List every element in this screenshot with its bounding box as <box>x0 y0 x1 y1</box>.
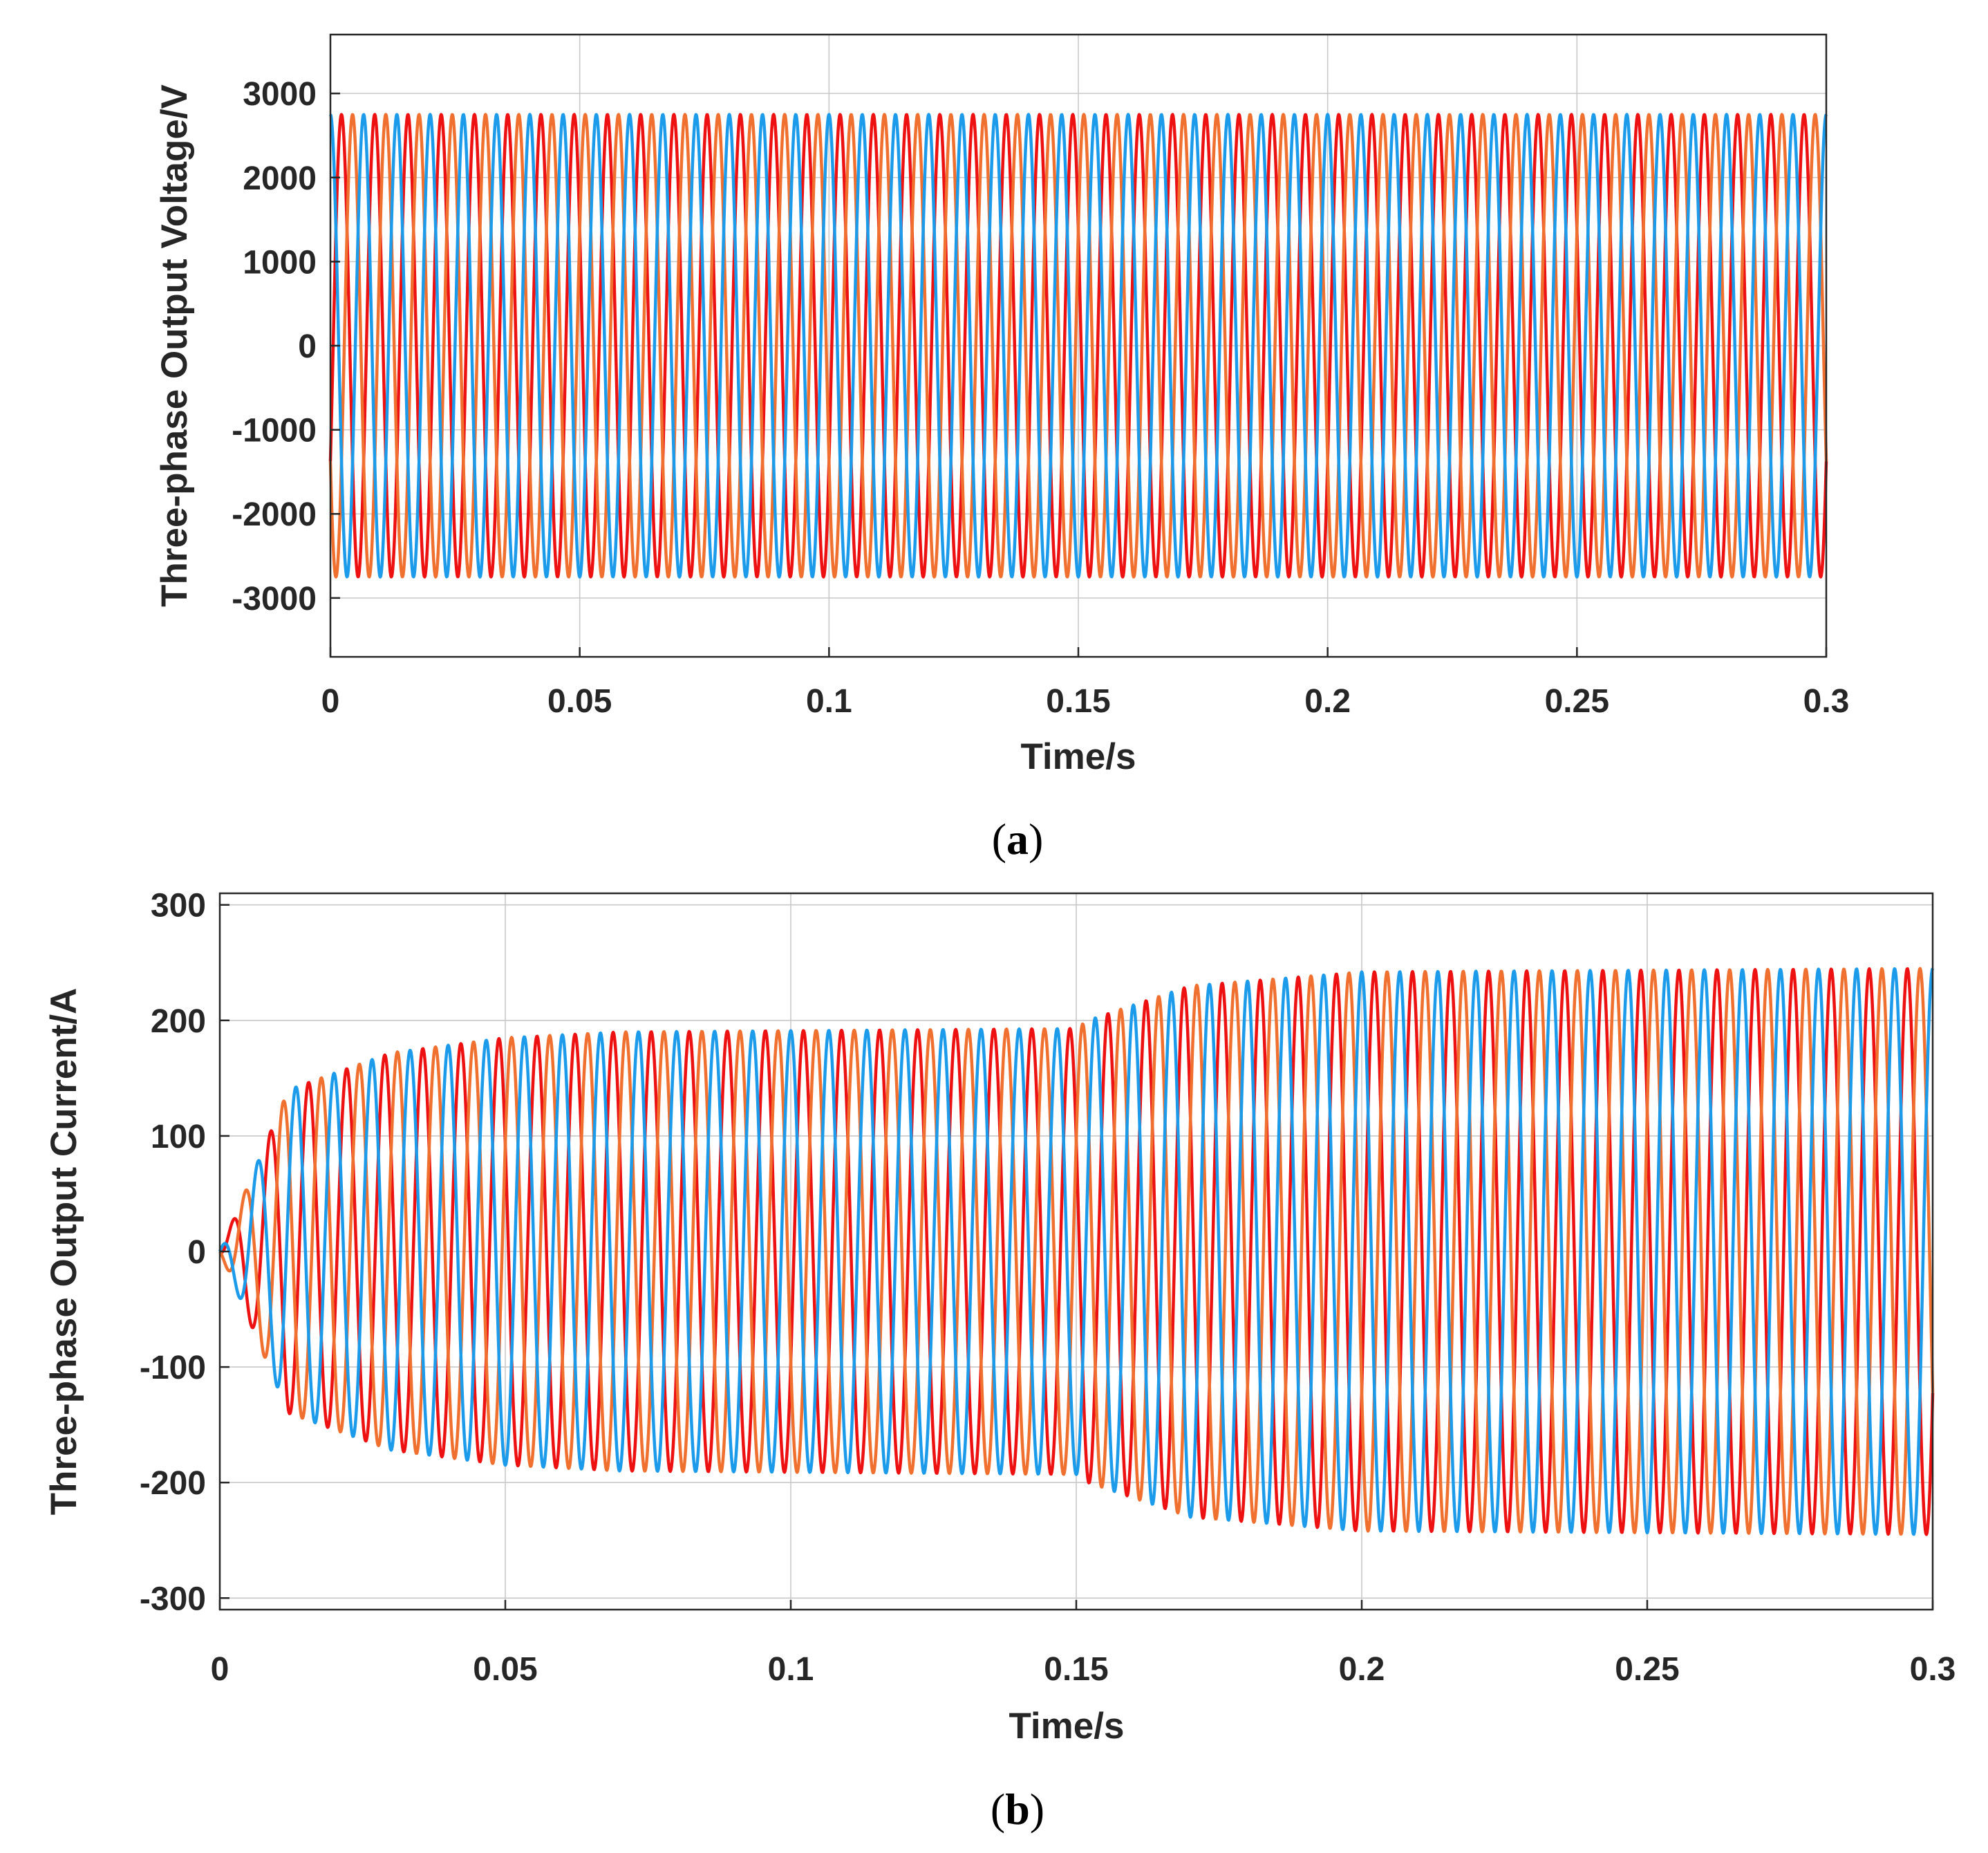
caption-letter-b: b <box>1005 1785 1030 1834</box>
series-line-b-3 <box>218 967 1935 1536</box>
y-axis-label-b: Three-phase Output Current/A <box>44 988 84 1516</box>
x-tick-label-b: 0.1 <box>768 1651 814 1688</box>
ticks-b: 0 0.05 0.1 0.15 0.2 0.25 0.3 -300 -200 -100 0 100 20… <box>140 888 1956 1688</box>
y-tick-label-a: -1000 <box>232 413 317 449</box>
y-tick-label-b: 300 <box>151 888 206 924</box>
x-tick-label-b: 0.15 <box>1044 1651 1108 1688</box>
caption-paren-close-b: ) <box>1030 1785 1044 1834</box>
x-tick-label-a: 0.2 <box>1304 683 1351 720</box>
y-tick-label-b: 0 <box>187 1234 206 1271</box>
grid-a <box>330 35 1827 657</box>
caption-paren-open-b: ( <box>991 1785 1005 1834</box>
panel-b-current-chart: 0 0.05 0.1 0.15 0.2 0.25 0.3 -300 -200 -100 0 100 20… <box>44 888 1956 1834</box>
caption-b: (b) <box>991 1785 1044 1834</box>
caption-letter-a: a <box>1006 814 1029 864</box>
y-tick-label-a: 3000 <box>243 76 317 113</box>
y-tick-label-a: -2000 <box>232 496 317 533</box>
series-line-a-2 <box>328 113 1828 579</box>
x-tick-label-b: 0.2 <box>1339 1651 1385 1688</box>
caption-a: (a) <box>992 814 1044 864</box>
x-tick-label-b: 0.05 <box>473 1651 537 1688</box>
caption-paren-open-a: ( <box>992 814 1006 864</box>
x-axis-label-b: Time/s <box>1009 1706 1125 1747</box>
y-tick-label-a: 2000 <box>243 160 317 197</box>
y-tick-label-b: -300 <box>140 1581 206 1617</box>
x-tick-label-a: 0 <box>321 683 340 720</box>
y-tick-label-b: 100 <box>151 1119 206 1155</box>
y-tick-label-b: 200 <box>151 1003 206 1040</box>
x-tick-label-a: 0.3 <box>1803 683 1850 720</box>
y-axis-label-a: Three-phase Output Voltage/V <box>154 84 195 607</box>
series-line-a-3 <box>328 113 1828 579</box>
x-tick-label-a: 0.1 <box>806 683 852 720</box>
series-line-b-2 <box>218 967 1935 1536</box>
caption-paren-close-a: ) <box>1029 814 1043 864</box>
x-tick-label-a: 0.15 <box>1046 683 1110 720</box>
x-tick-label-b: 0 <box>211 1651 229 1688</box>
x-tick-label-b: 0.25 <box>1615 1651 1679 1688</box>
x-tick-label-b: 0.3 <box>1910 1651 1956 1688</box>
panel-a-voltage-chart: 0 0.05 0.1 0.15 0.2 0.25 0.3 -3000 -2000 -1000 0 10… <box>154 33 1849 864</box>
y-tick-label-b: -100 <box>140 1350 206 1386</box>
x-tick-label-a: 0.25 <box>1545 683 1609 720</box>
y-tick-label-a: 1000 <box>243 244 317 281</box>
y-tick-label-b: -200 <box>140 1465 206 1502</box>
x-axis-label-a: Time/s <box>1021 736 1136 777</box>
ticks-a: 0 0.05 0.1 0.15 0.2 0.25 0.3 -3000 -2000 -1000 0 10… <box>232 76 1849 720</box>
series-group-a <box>328 113 1828 579</box>
y-tick-label-a: -3000 <box>232 581 317 617</box>
y-tick-label-a: 0 <box>298 328 317 365</box>
series-group-b <box>218 967 1935 1536</box>
x-tick-label-a: 0.05 <box>547 683 612 720</box>
